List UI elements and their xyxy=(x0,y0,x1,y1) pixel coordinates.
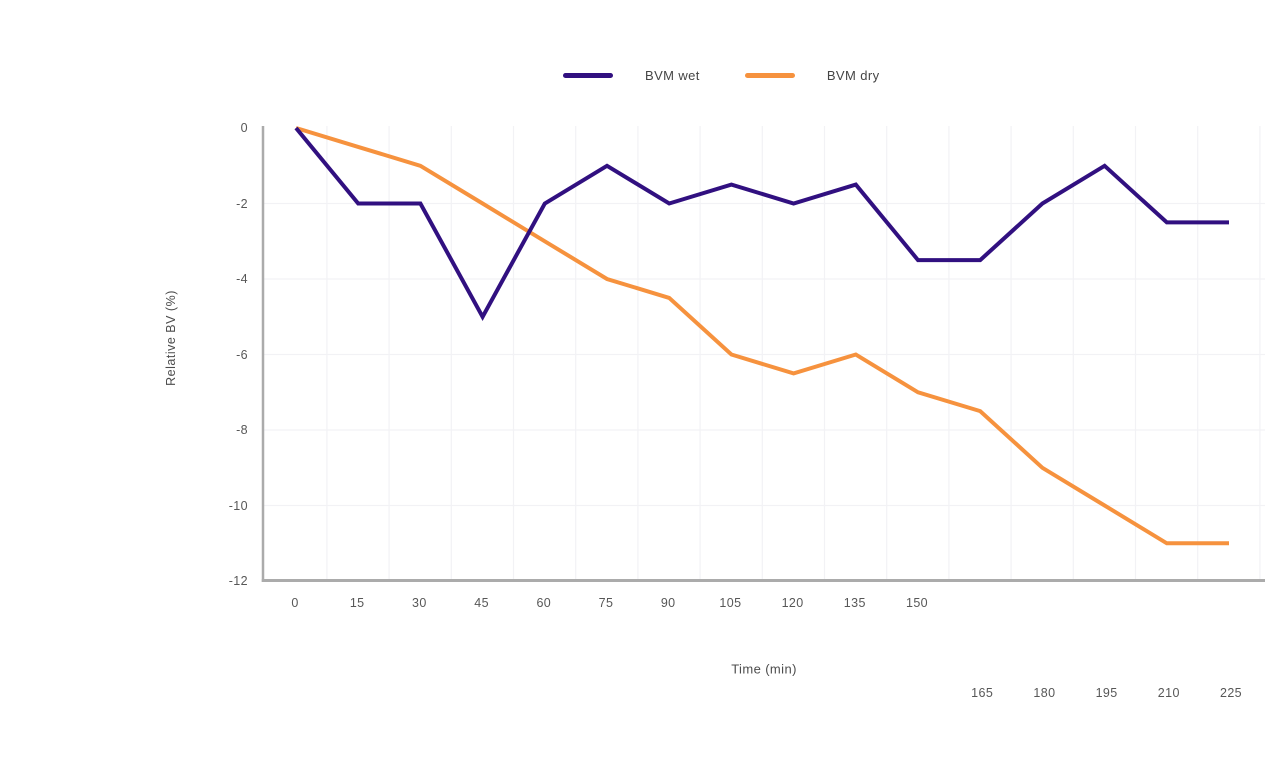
x-tick-label-overflow-row: 225 xyxy=(1219,686,1243,700)
x-axis-title: Time (min) xyxy=(731,661,797,677)
x-tick-label: 60 xyxy=(536,596,552,610)
x-tick-label-overflow-row: 180 xyxy=(1033,686,1056,700)
y-tick-label: -6 xyxy=(236,347,248,362)
x-tick-label: 135 xyxy=(843,596,866,610)
x-tick-label: 15 xyxy=(349,596,365,610)
x-tick-label: 0 xyxy=(291,596,299,610)
legend-swatch-bvm-dry xyxy=(744,73,795,78)
y-tick-label: -2 xyxy=(236,196,248,211)
legend-swatch-bvm-wet xyxy=(563,73,613,78)
x-tick-label: 30 xyxy=(412,596,427,610)
y-tick-label: -4 xyxy=(236,272,248,286)
series-line-bvm-dry xyxy=(295,126,1229,546)
legend-label-bvm-dry: BVM dry xyxy=(826,68,880,83)
y-tick-label: -12 xyxy=(228,574,248,588)
x-tick-label: 120 xyxy=(781,596,804,610)
y-tick-label: -8 xyxy=(236,423,248,437)
legend-item-bvm-dry[interactable]: BVM dry xyxy=(744,68,880,83)
x-tick-label-overflow-row: 165 xyxy=(971,686,994,700)
legend: BVM wet BVM dry xyxy=(563,68,879,83)
series-line-bvm-wet xyxy=(294,126,1229,321)
x-tick-label: 105 xyxy=(719,596,742,610)
x-tick-label-overflow-row: 210 xyxy=(1157,686,1180,700)
x-tick-label: 45 xyxy=(474,596,489,610)
x-tick-label: 90 xyxy=(660,596,676,610)
y-tick-label: 0 xyxy=(240,121,248,135)
x-tick-label: 150 xyxy=(905,596,929,610)
x-tick-label-overflow-row: 195 xyxy=(1095,686,1118,700)
legend-label-bvm-wet: BVM wet xyxy=(645,68,700,83)
y-tick-label: -10 xyxy=(228,498,248,513)
x-tick-label: 75 xyxy=(598,596,614,610)
legend-item-bvm-wet[interactable]: BVM wet xyxy=(563,68,700,83)
